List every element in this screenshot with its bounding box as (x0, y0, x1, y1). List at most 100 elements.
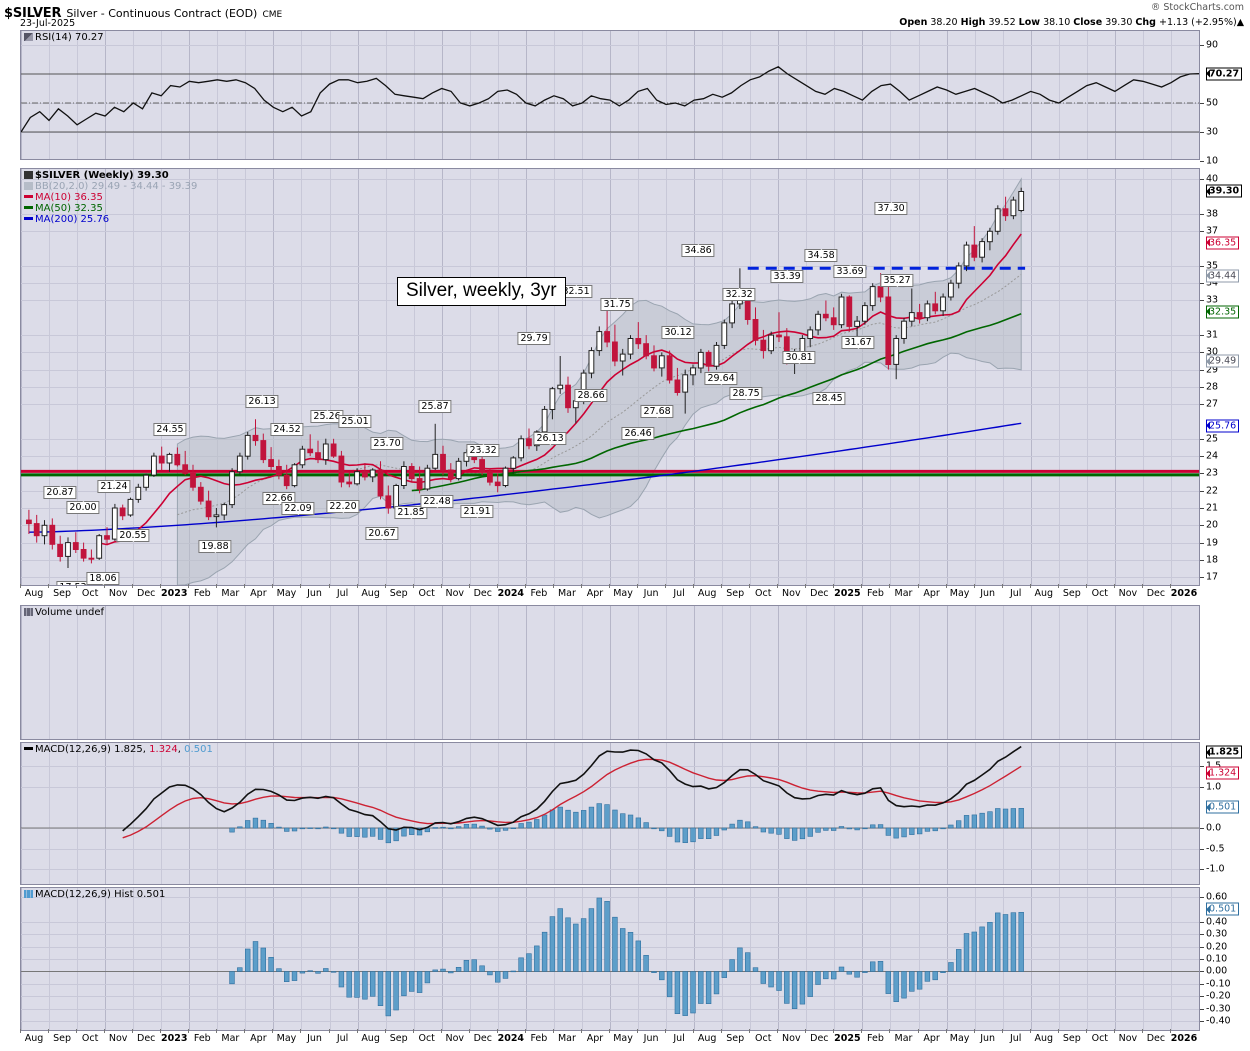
x-axis-label: Oct (1091, 1033, 1109, 1044)
open-label: Open (899, 17, 928, 28)
grid-line-vertical (301, 606, 303, 739)
x-axis-tick (328, 1029, 330, 1033)
y-axis-tick-label: 37 (1206, 225, 1219, 237)
y-axis-tick-label: 28 (1206, 381, 1219, 393)
callout-stem-icon (587, 397, 596, 406)
y-axis-tick-label: 0.10 (1206, 953, 1228, 965)
price-callout-tag: 29.79 (517, 331, 551, 345)
y-axis-tick-label: 1.0 (1206, 781, 1222, 793)
x-axis-tick (496, 1029, 498, 1033)
x-axis-tick (216, 1029, 218, 1033)
price-callout-tag: 20.67 (365, 526, 399, 540)
x-axis-label: Aug (1034, 1033, 1054, 1044)
x-axis-tick (412, 1029, 414, 1033)
y-axis-tick-mark (1200, 542, 1204, 544)
x-axis-tick (104, 584, 106, 588)
y-axis-tick-mark (1200, 490, 1204, 492)
x-axis-label: Oct (755, 1033, 772, 1044)
macd-histogram-panel: MACD(12,26,9) Hist 0.501 (20, 887, 1200, 1031)
price-y-axis: 40 38 37 35 34 33 31 30 29 28 27 25 24 23 22 21 20 19 18 17… (1200, 168, 1250, 586)
y-axis-tick-mark (1200, 934, 1204, 936)
x-axis-label: Oct (81, 588, 99, 599)
close-label: Close (1073, 17, 1103, 28)
volume-panel-label: Volume undef (24, 607, 104, 618)
price-callout-tag: 30.12 (661, 326, 695, 340)
y-axis-tick-label: -0.10 (1206, 978, 1231, 990)
price-plot (21, 177, 1199, 585)
y-axis-tick-mark (1200, 369, 1204, 371)
callout-stem-icon (546, 441, 555, 449)
x-axis-label: Oct (418, 588, 435, 599)
x-axis-tick (721, 584, 723, 588)
grid-line-vertical (49, 606, 51, 739)
rsi-panel-label: RSI(14) 70.27 (24, 32, 104, 43)
grid-line-vertical (133, 606, 135, 739)
grid-line-vertical (385, 606, 387, 739)
callout-stem-icon (109, 476, 118, 484)
grid-line-vertical (1086, 606, 1088, 739)
macd-panel-label: MACD(12,26,9) 1.825, 1.324, 0.501 (24, 744, 213, 755)
x-axis-tick (20, 1029, 21, 1033)
grid-line-vertical (1114, 606, 1116, 739)
x-axis-bottom: Aug Sep Oct Nov Dec 2023 Feb Mar Apr May Jun Jul Aug… (20, 1029, 1200, 1048)
y-axis-tick-label: 25 (1206, 433, 1219, 445)
x-axis-label: Jun (980, 1033, 996, 1044)
x-axis-tick (917, 584, 919, 588)
chg-label: Chg (1135, 17, 1156, 28)
ma50-legend-text: MA(50) 32.35 (35, 203, 103, 214)
grid-line-vertical (750, 606, 752, 739)
x-axis-tick (721, 1029, 723, 1033)
price-callout-tag: 29.64 (704, 371, 738, 385)
macd-sep1: , (142, 744, 146, 755)
x-axis-label: Nov (782, 1033, 801, 1044)
price-callout-tag: 28.66 (574, 388, 608, 402)
callout-stem-icon (887, 198, 896, 207)
price-callout-tag: 34.86 (681, 244, 715, 258)
callout-stem-icon (653, 414, 662, 422)
price-value-flag: 36.35 (1206, 236, 1240, 249)
x-axis-label: Feb (530, 588, 548, 599)
grid-line-vertical (1199, 606, 1200, 739)
x-axis-label: Dec (810, 1033, 829, 1044)
y-axis-tick-mark (1200, 896, 1204, 898)
price-panel-legend: $SILVER (Weekly) 39.30 BB(20,2.0) 29.49 … (24, 170, 197, 225)
y-axis-tick-mark (1200, 352, 1204, 354)
price-callout-tag: 22.48 (420, 495, 454, 509)
y-axis-tick-label: -0.20 (1206, 990, 1231, 1002)
price-callout-tag: 21.91 (460, 505, 494, 519)
callout-stem-icon (817, 245, 826, 254)
x-axis-tick (1169, 584, 1171, 588)
callout-stem-icon (783, 266, 792, 274)
y-axis-tick-mark (1200, 765, 1204, 767)
y-axis-tick-label: 18 (1206, 554, 1219, 566)
callout-stem-icon (742, 395, 751, 404)
x-axis-label: Oct (755, 588, 772, 599)
price-callout-tag: 30.81 (782, 351, 816, 365)
x-axis-label: Aug (24, 1033, 44, 1044)
y-axis-tick-mark (1200, 213, 1204, 215)
y-axis-tick-mark (1200, 456, 1204, 458)
x-axis-label: Jun (643, 588, 659, 599)
grid-line-vertical (441, 606, 443, 739)
x-axis-label: Jun (980, 588, 996, 599)
x-axis-label: 2023 (161, 1033, 188, 1044)
callout-stem-icon (383, 433, 392, 442)
x-axis-label: Sep (1062, 1033, 1081, 1044)
grid-line-vertical (161, 606, 163, 739)
price-callout-tag: 31.67 (841, 336, 875, 350)
macd-value-flag: 1.825 (1206, 745, 1243, 759)
callout-stem-icon (165, 419, 174, 427)
y-axis-tick-mark (1200, 525, 1204, 527)
y-axis-tick-label: 0.20 (1206, 941, 1228, 953)
x-axis-label: Mar (221, 1033, 240, 1044)
ma10-swatch-icon (24, 195, 33, 198)
x-axis-tick (1141, 584, 1143, 588)
x-axis-label: Apr (586, 1033, 604, 1044)
grid-line-vertical (273, 606, 275, 739)
x-axis-label: Feb (193, 1033, 211, 1044)
x-axis-tick (1057, 1029, 1059, 1033)
x-axis-top: Aug Sep Oct Nov Dec 2023 Feb Mar Apr May Jun Jul Aug… (20, 584, 1200, 603)
y-axis-tick-label: -0.30 (1206, 1003, 1231, 1015)
grid-line-vertical (245, 606, 247, 739)
close-value: 39.30 (1105, 17, 1133, 28)
